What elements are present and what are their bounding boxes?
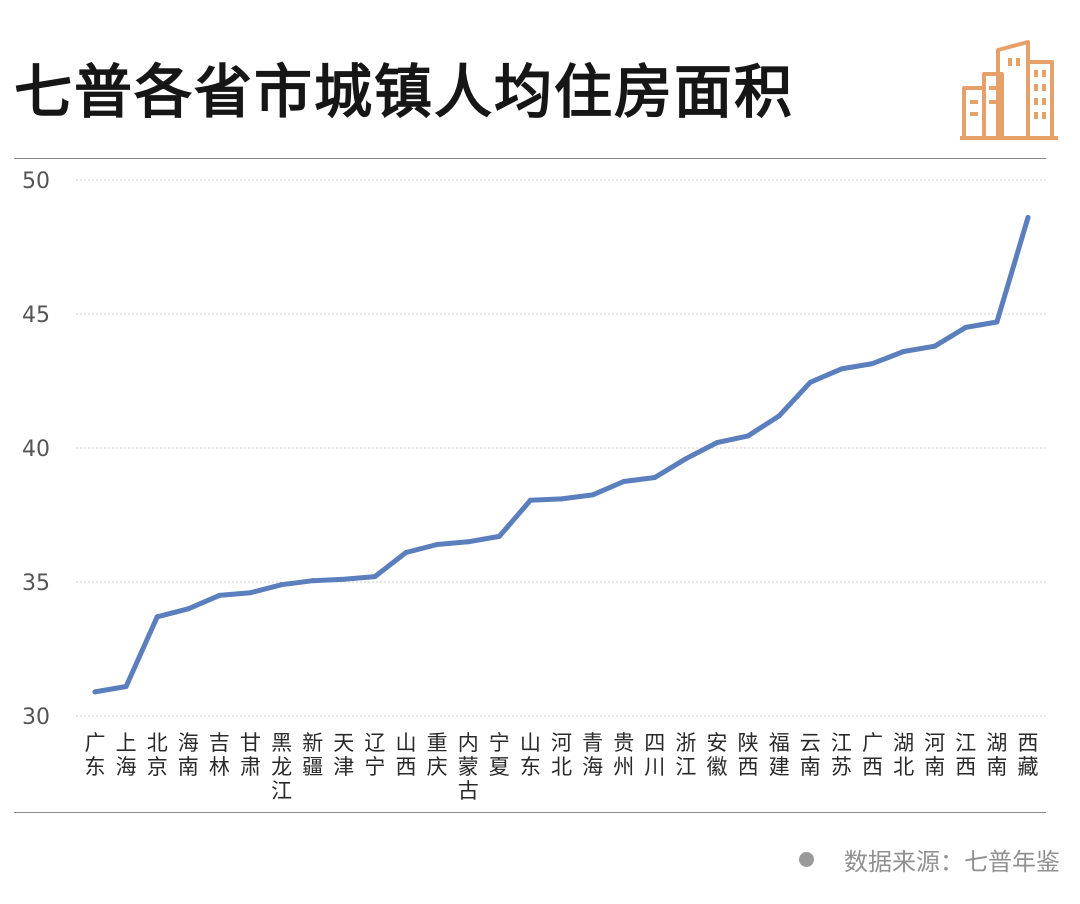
data-point-6 — [279, 582, 285, 588]
x-tick-label: 上海 — [116, 731, 137, 779]
grid-layer — [76, 179, 1046, 717]
y-tick-label: 40 — [22, 437, 50, 462]
x-tick-label: 广东 — [85, 731, 106, 779]
data-point-27 — [932, 343, 938, 349]
data-point-20 — [714, 440, 720, 446]
x-tick-label: 河南 — [924, 731, 945, 779]
data-point-19 — [683, 456, 689, 462]
x-tick-label: 安徽 — [707, 731, 728, 779]
bottom-divider — [14, 812, 1046, 813]
series-line — [92, 215, 1031, 695]
x-tick-label: 河北 — [551, 731, 572, 779]
x-tick-label: 湖北 — [893, 731, 914, 779]
data-point-11 — [434, 541, 440, 547]
data-point-26 — [901, 349, 907, 355]
data-point-28 — [963, 324, 969, 330]
y-tick-label: 35 — [22, 571, 50, 596]
x-tick-label: 青海 — [582, 731, 603, 779]
x-tick-label: 江苏 — [831, 731, 852, 779]
data-point-0 — [92, 689, 98, 695]
x-tick-label: 北京 — [147, 731, 168, 779]
x-tick-label: 陕西 — [738, 731, 759, 779]
data-point-16 — [590, 492, 596, 498]
x-tick-label: 云南 — [800, 731, 821, 779]
x-tick-label: 海南 — [178, 731, 199, 779]
data-point-30 — [1025, 215, 1031, 221]
x-tick-label: 内蒙古 — [458, 731, 479, 803]
data-point-1 — [123, 684, 129, 690]
data-point-3 — [185, 606, 191, 612]
y-tick-labels: 30 35 40 45 50 — [22, 169, 50, 730]
x-tick-label: 浙江 — [675, 731, 696, 779]
data-point-17 — [621, 479, 627, 484]
y-tick-label: 45 — [22, 303, 50, 328]
x-tick-label: 吉林 — [209, 731, 230, 779]
data-point-15 — [559, 496, 564, 502]
x-tick-label: 新疆 — [302, 731, 323, 779]
source-note: 数据来源：七普年鉴 — [799, 842, 1060, 877]
x-tick-label: 江西 — [955, 731, 976, 779]
data-point-2 — [154, 614, 160, 620]
data-point-8 — [341, 576, 347, 582]
data-point-13 — [496, 533, 502, 539]
data-point-12 — [465, 539, 471, 545]
data-point-14 — [527, 497, 533, 503]
data-point-7 — [310, 578, 316, 584]
buildings-logo-svg — [960, 40, 1058, 140]
top-divider — [14, 158, 1046, 159]
x-tick-label: 福建 — [769, 731, 790, 779]
data-point-23 — [807, 379, 813, 385]
x-tick-label: 湖南 — [986, 731, 1007, 779]
x-tick-label: 黑龙江 — [271, 731, 292, 803]
data-point-9 — [372, 574, 378, 580]
x-tick-label: 重庆 — [427, 731, 448, 779]
buildings-icon — [958, 38, 1060, 144]
x-tick-labels: 广东上海北京海南吉林甘肃黑龙江新疆天津辽宁山西重庆内蒙古宁夏山东河北青海贵州四川… — [85, 731, 1039, 803]
y-tick-label: 50 — [22, 169, 50, 194]
x-tick-label: 天津 — [333, 731, 354, 779]
data-point-4 — [216, 592, 222, 598]
data-point-10 — [403, 550, 409, 556]
x-tick-label: 宁夏 — [489, 731, 510, 779]
data-point-21 — [745, 433, 751, 439]
data-point-29 — [994, 319, 1000, 325]
data-point-25 — [870, 361, 875, 367]
x-tick-label: 贵州 — [613, 731, 634, 779]
x-tick-label: 四川 — [644, 731, 665, 779]
data-point-5 — [248, 590, 253, 596]
data-point-24 — [838, 366, 844, 372]
x-tick-label: 辽宁 — [364, 731, 385, 779]
data-point-22 — [776, 413, 782, 419]
data-point-18 — [652, 474, 658, 480]
source-text: 数据来源：七普年鉴 — [844, 848, 1060, 876]
x-tick-label: 广西 — [862, 731, 883, 779]
bullet-dot-icon — [799, 852, 814, 867]
y-tick-label: 30 — [22, 705, 50, 730]
chart-title: 七普各省市城镇人均住房面积 — [14, 58, 795, 126]
x-tick-label: 山东 — [520, 731, 541, 779]
x-tick-label: 山西 — [396, 731, 417, 779]
x-tick-label: 西藏 — [1018, 731, 1039, 779]
x-tick-label: 甘肃 — [240, 731, 261, 779]
